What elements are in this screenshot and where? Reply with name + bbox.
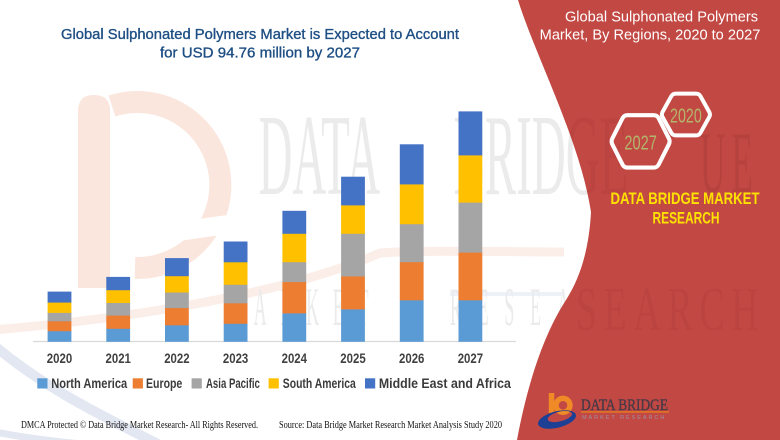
- svg-text:Market, By Regions, 2020 to 20: Market, By Regions, 2020 to 2027: [540, 28, 761, 44]
- svg-text:Source: Data Bridge Market Res: Source: Data Bridge Market Research Mark…: [279, 420, 502, 431]
- svg-text:DMCA Protected © Data Bridge M: DMCA Protected © Data Bridge Market Rese…: [21, 420, 258, 431]
- svg-text:Asia Pacific: Asia Pacific: [206, 375, 260, 391]
- svg-text:2026: 2026: [399, 350, 425, 366]
- svg-text:UE: UE: [700, 113, 759, 211]
- svg-text:Global Sulphonated Polymers: Global Sulphonated Polymers: [565, 10, 758, 26]
- svg-text:Global Sulphonated Polymers Ma: Global Sulphonated Polymers Market is Ex…: [61, 27, 459, 43]
- svg-text:2023: 2023: [223, 350, 249, 366]
- svg-text:2020: 2020: [47, 350, 73, 366]
- svg-text:DATA BRIDGE MARKET: DATA BRIDGE MARKET: [611, 190, 760, 208]
- svg-text:2020: 2020: [670, 104, 702, 127]
- svg-text:South America: South America: [283, 375, 356, 391]
- svg-text:2027: 2027: [458, 350, 484, 366]
- svg-text:North America: North America: [51, 375, 127, 391]
- svg-text:2025: 2025: [340, 350, 366, 366]
- svg-text:Europe: Europe: [146, 375, 182, 391]
- svg-text:2022: 2022: [164, 350, 190, 366]
- svg-text:Middle East and Africa: Middle East and Africa: [379, 375, 511, 391]
- svg-text:MARKET RESEARCH: MARKET RESEARCH: [582, 415, 667, 421]
- svg-text:2024: 2024: [282, 350, 308, 366]
- svg-text:2027: 2027: [624, 131, 656, 154]
- svg-text:2021: 2021: [106, 350, 132, 366]
- svg-text:RESEARCH: RESEARCH: [653, 210, 720, 228]
- svg-text:SEARCH: SEARCH: [576, 276, 765, 345]
- svg-text:for USD 94.76 million by 2027: for USD 94.76 million by 2027: [160, 46, 360, 62]
- svg-text:DATA BRIDGE: DATA BRIDGE: [581, 397, 668, 414]
